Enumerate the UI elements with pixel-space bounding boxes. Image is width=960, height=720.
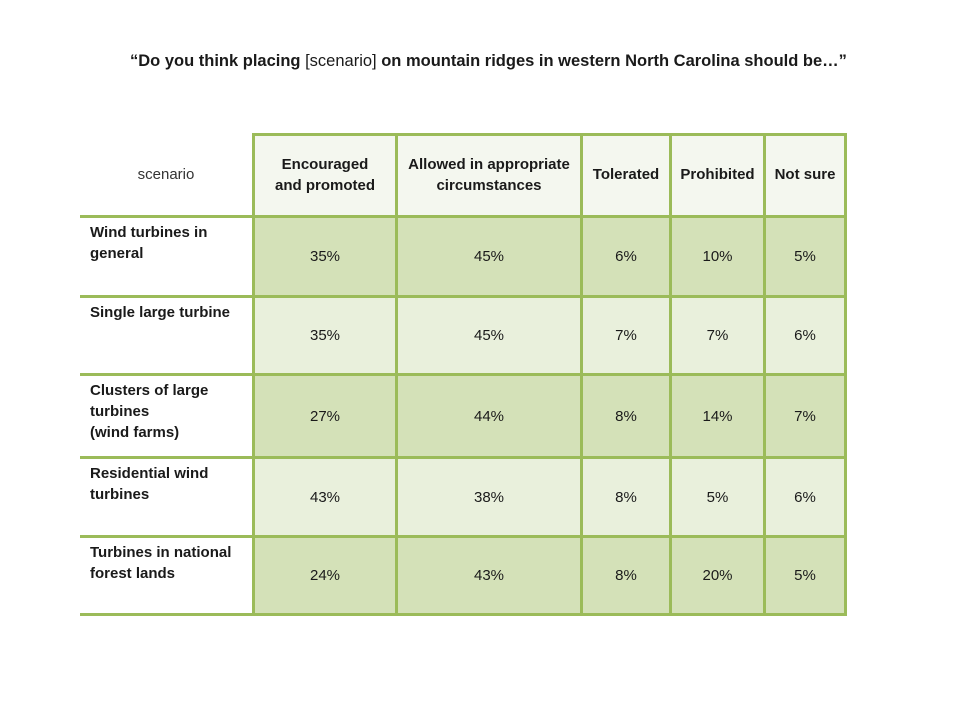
table-row: Single large turbine 35% 45% 7% 7% 6%: [80, 295, 847, 376]
value-cell-encouraged: 24%: [252, 535, 398, 616]
question-text-start: “Do you think placing: [130, 52, 306, 70]
table-row: Clusters of large turbines (wind farms) …: [80, 373, 847, 459]
value-cell-prohibited: 7%: [669, 295, 766, 376]
value-cell-tolerated: 8%: [580, 456, 672, 538]
value-cell-tolerated: 8%: [580, 535, 672, 616]
row-label-line: general: [90, 245, 144, 262]
row-label-line: forest lands: [90, 565, 176, 582]
row-label-line: Residential wind: [90, 465, 209, 482]
table-header-row: scenario Encouraged and promoted Allowed…: [80, 133, 847, 218]
value-cell-allowed: 45%: [395, 295, 583, 376]
value-cell-prohibited: 14%: [669, 373, 766, 459]
survey-results-table: scenario Encouraged and promoted Allowed…: [80, 133, 847, 616]
row-label-single-large-turbine: Single large turbine: [80, 296, 254, 376]
value-cell-prohibited: 5%: [669, 456, 766, 538]
column-header-line: Not sure: [774, 166, 836, 184]
row-label-line: Turbines in national: [90, 544, 232, 561]
value-cell-tolerated: 8%: [580, 373, 672, 459]
row-label-residential-wind-turbines: Residential wind turbines: [80, 457, 254, 538]
value-cell-allowed: 38%: [395, 456, 583, 538]
column-header-line: Encouraged: [281, 156, 369, 174]
row-label-national-forest-lands: Turbines in national forest lands: [80, 536, 254, 616]
value-cell-not-sure: 7%: [763, 373, 847, 459]
value-cell-encouraged: 43%: [252, 456, 398, 538]
value-cell-not-sure: 6%: [763, 456, 847, 538]
value-cell-not-sure: 6%: [763, 295, 847, 376]
row-label-line: Clusters of large: [90, 382, 209, 399]
row-label-clusters-large-turbines: Clusters of large turbines (wind farms): [80, 374, 254, 459]
value-cell-tolerated: 6%: [580, 215, 672, 298]
question-text-end: on mountain ridges in western North Caro…: [376, 52, 847, 70]
table-row: Residential wind turbines 43% 38% 8% 5% …: [80, 456, 847, 538]
column-header-not-sure: Not sure: [763, 133, 847, 218]
value-cell-encouraged: 35%: [252, 215, 398, 298]
row-label-line: Single large turbine: [90, 304, 231, 321]
column-header-line: Allowed in appropriate: [408, 156, 570, 174]
value-cell-allowed: 45%: [395, 215, 583, 298]
row-label-line: turbines: [90, 486, 150, 503]
survey-question-title: “Do you think placing [scenario] on moun…: [130, 52, 847, 71]
value-cell-allowed: 43%: [395, 535, 583, 616]
row-label-line: turbines: [90, 403, 150, 420]
column-header-prohibited: Prohibited: [669, 133, 766, 218]
value-cell-prohibited: 20%: [669, 535, 766, 616]
corner-header-scenario: scenario: [80, 134, 254, 218]
question-scenario-placeholder: [scenario]: [305, 52, 377, 70]
value-cell-allowed: 44%: [395, 373, 583, 459]
column-header-line: Prohibited: [680, 166, 755, 184]
column-header-line: and promoted: [275, 176, 375, 194]
value-cell-prohibited: 10%: [669, 215, 766, 298]
table-row: Wind turbines in general 35% 45% 6% 10% …: [80, 215, 847, 298]
value-cell-encouraged: 35%: [252, 295, 398, 376]
value-cell-not-sure: 5%: [763, 535, 847, 616]
column-header-tolerated: Tolerated: [580, 133, 672, 218]
column-header-allowed: Allowed in appropriate circumstances: [395, 133, 583, 218]
row-label-line: (wind farms): [90, 424, 180, 441]
column-header-line: circumstances: [436, 176, 542, 194]
value-cell-tolerated: 7%: [580, 295, 672, 376]
value-cell-not-sure: 5%: [763, 215, 847, 298]
row-label-line: Wind turbines in: [90, 224, 208, 241]
row-label-wind-turbines-general: Wind turbines in general: [80, 216, 254, 298]
column-header-encouraged: Encouraged and promoted: [252, 133, 398, 218]
table-row: Turbines in national forest lands 24% 43…: [80, 535, 847, 616]
column-header-line: Tolerated: [592, 166, 660, 184]
value-cell-encouraged: 27%: [252, 373, 398, 459]
